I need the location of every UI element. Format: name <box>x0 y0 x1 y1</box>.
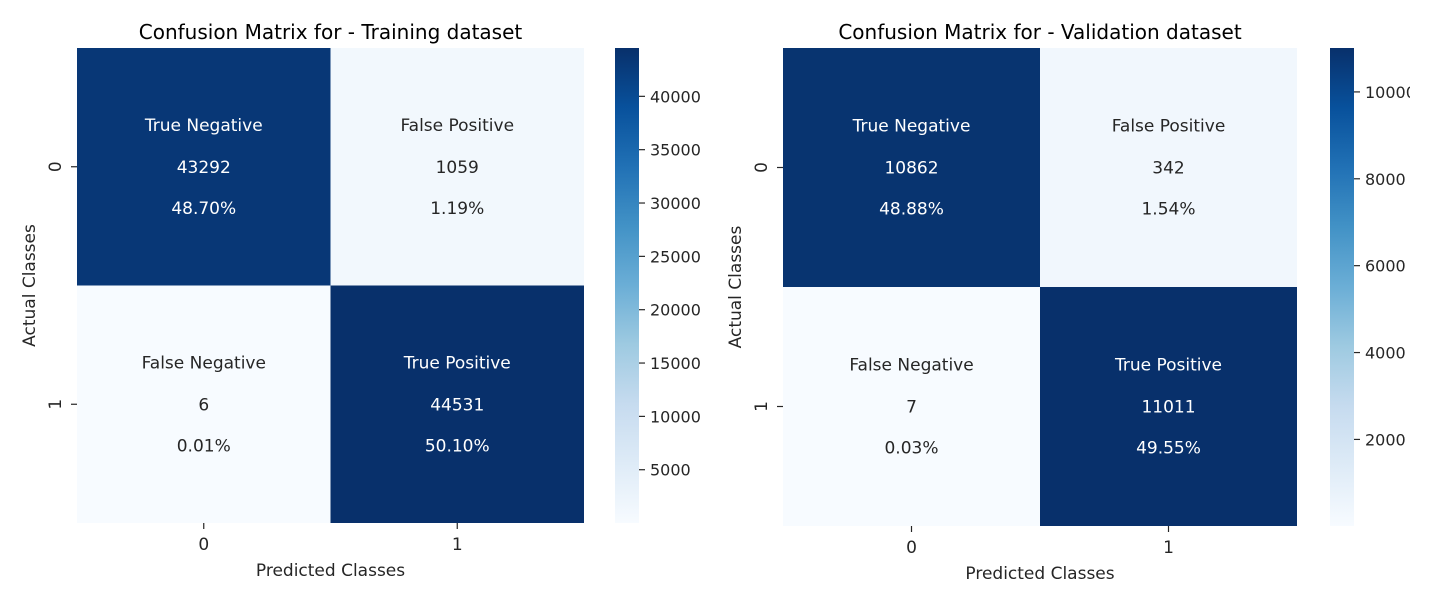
colorbar-tick-label: 4000 <box>1365 344 1406 363</box>
heatmap-cell <box>783 48 1040 287</box>
cell-percent: 48.88% <box>879 200 944 220</box>
x-tick-label: 1 <box>1163 538 1174 558</box>
heatmap-cell <box>783 287 1040 526</box>
x-tick-label: 0 <box>906 538 917 558</box>
cell-percent: 50.10% <box>425 436 490 456</box>
cell-percent: 49.55% <box>1136 439 1201 459</box>
colorbar-tick-label: 10000 <box>650 407 701 426</box>
heatmap-cell <box>77 285 331 523</box>
y-axis-label: Actual Classes <box>20 224 40 347</box>
x-axis-label: Predicted Classes <box>256 561 405 581</box>
cell-count: 10862 <box>884 159 938 179</box>
heatmap-cell <box>1040 48 1297 287</box>
heatmap-cell <box>77 48 331 286</box>
y-tick-label: 0 <box>46 161 66 172</box>
colorbar: 5000 10000 15000 20000 25000 30000 35000 40000 <box>615 48 701 523</box>
colorbar-gradient <box>615 48 639 523</box>
cell-count: 6 <box>198 395 209 415</box>
colorbar-tick-label: 20000 <box>650 301 701 320</box>
cell-label: True Negative <box>144 116 263 136</box>
y-tick-label: 0 <box>752 162 772 173</box>
colorbar-tick-label: 15000 <box>650 354 701 373</box>
y-tick-label: 1 <box>46 399 66 410</box>
colorbar: 2000 4000 6000 8000 10000 <box>1330 48 1416 526</box>
confusion-matrix-panel-2: Confusion Matrix for - Validation datase… <box>726 20 1416 584</box>
y-axis-label: Actual Classes <box>726 226 746 349</box>
colorbar-tick-label: 35000 <box>650 141 701 160</box>
chart-title: Confusion Matrix for - Validation datase… <box>838 20 1241 44</box>
colorbar-gradient <box>1330 48 1354 526</box>
colorbar-tick-label: 40000 <box>650 87 701 106</box>
cell-label: True Positive <box>403 353 511 373</box>
cell-label: False Negative <box>849 356 973 376</box>
cell-count: 7 <box>906 398 917 418</box>
cell-percent: 48.70% <box>171 199 236 219</box>
cell-count: 44531 <box>430 395 484 415</box>
colorbar-tick-label: 6000 <box>1365 257 1406 276</box>
x-tick-label: 1 <box>452 535 463 555</box>
colorbar-tick-label: 10000 <box>1365 83 1416 102</box>
cell-percent: 1.54% <box>1141 200 1195 220</box>
cell-label: True Negative <box>852 117 971 137</box>
colorbar-tick-label: 30000 <box>650 194 701 213</box>
chart-title: Confusion Matrix for - Training dataset <box>139 20 523 44</box>
cell-label: False Negative <box>142 353 266 373</box>
cell-label: False Positive <box>1112 117 1226 137</box>
x-axis-label: Predicted Classes <box>965 564 1114 584</box>
cell-label: False Positive <box>400 116 514 136</box>
heatmap-cell <box>330 48 584 286</box>
y-tick-label: 1 <box>752 401 772 412</box>
cell-count: 43292 <box>177 158 231 178</box>
colorbar-tick-label: 25000 <box>650 247 701 266</box>
cell-count: 1059 <box>436 158 479 178</box>
cell-percent: 1.19% <box>430 199 484 219</box>
colorbar-tick-label: 2000 <box>1365 430 1406 449</box>
cell-count: 11011 <box>1141 398 1195 418</box>
colorbar-tick-label: 8000 <box>1365 170 1406 189</box>
cell-label: True Positive <box>1114 356 1222 376</box>
cell-percent: 0.03% <box>884 439 938 459</box>
colorbar-tick-label: 5000 <box>650 461 691 480</box>
x-tick-label: 0 <box>198 535 209 555</box>
cell-percent: 0.01% <box>177 436 231 456</box>
heatmap-cell <box>330 285 584 523</box>
cell-count: 342 <box>1152 159 1184 179</box>
heatmap-cell <box>1040 287 1297 526</box>
confusion-matrix-panel-1: Confusion Matrix for - Training dataset T… <box>20 20 701 581</box>
